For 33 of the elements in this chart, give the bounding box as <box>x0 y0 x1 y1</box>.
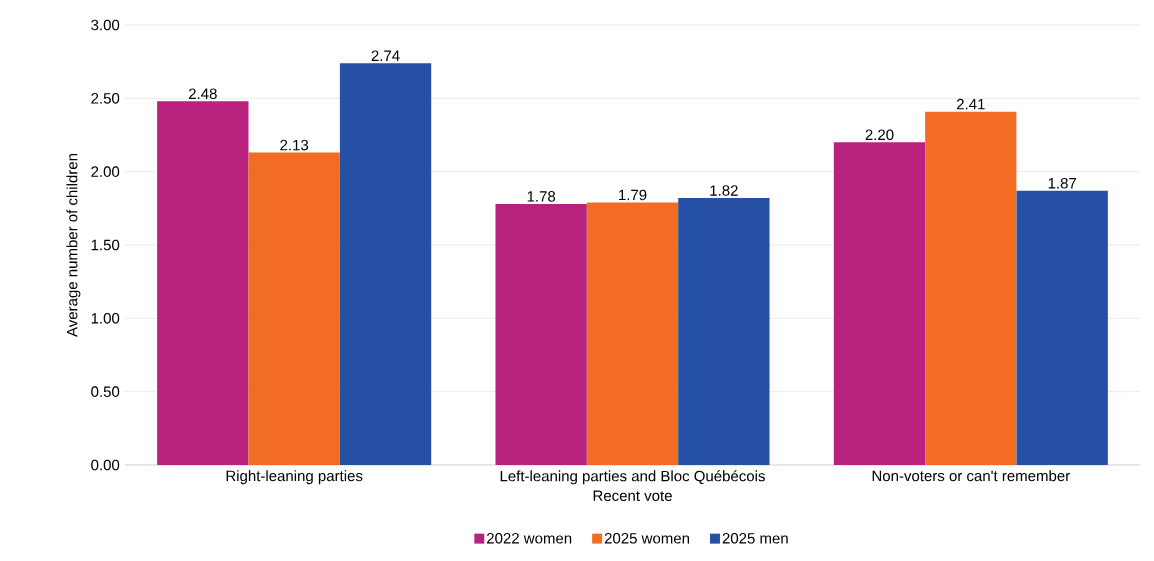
data-label: 1.78 <box>527 191 556 202</box>
y-tick-label: 2.00 <box>91 166 120 177</box>
data-label: 1.87 <box>1048 177 1077 189</box>
data-label: 2.74 <box>371 50 400 61</box>
bar <box>248 152 340 465</box>
x-tick-label: Right-leaning parties <box>226 470 363 485</box>
data-label: 1.82 <box>710 185 738 196</box>
legend-label: 2025 men <box>722 532 788 544</box>
y-tick-label: 0.50 <box>91 386 120 397</box>
bar <box>925 111 1017 465</box>
data-label: 2.20 <box>865 129 894 141</box>
legend-label: 2025 women <box>604 532 690 544</box>
x-tick-label: Left-leaning parties and Bloc Québécois <box>500 470 765 485</box>
y-tick-label: 1.50 <box>91 239 120 251</box>
bar <box>586 202 679 465</box>
y-tick-label: 0.00 <box>91 459 120 471</box>
bar <box>157 101 249 465</box>
bar <box>495 203 587 465</box>
y-tick-label: 1.00 <box>91 313 120 324</box>
bar <box>833 142 926 465</box>
y-tick-label: 3.00 <box>91 19 120 31</box>
x-axis-title: Recent vote <box>593 490 672 501</box>
y-tick-label: 2.50 <box>91 93 120 104</box>
data-label: 2.48 <box>188 88 217 100</box>
y-axis-title: Average number of children <box>66 154 81 337</box>
x-tick-label: Non-voters or can't remember <box>872 470 1070 482</box>
data-label: 2.41 <box>956 98 985 110</box>
data-label: 1.79 <box>619 189 647 201</box>
bar <box>339 63 432 465</box>
data-label: 2.13 <box>280 139 309 151</box>
bar <box>678 198 770 465</box>
bar <box>1016 190 1108 465</box>
legend-label: 2022 women <box>487 532 572 544</box>
